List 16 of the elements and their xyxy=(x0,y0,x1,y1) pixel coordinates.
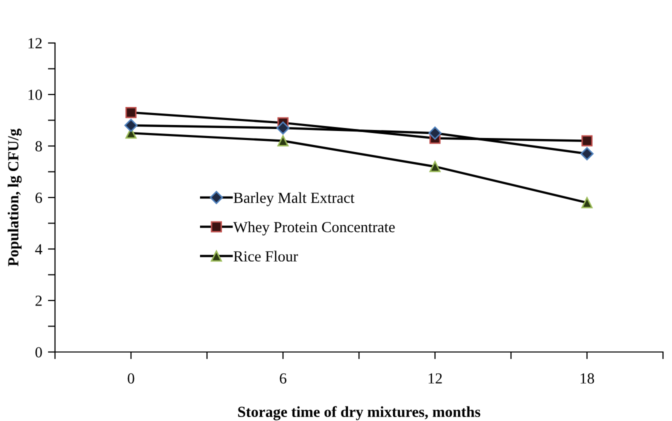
x-axis-title: Storage time of dry mixtures, months xyxy=(238,406,480,420)
y-tick-label: 2 xyxy=(36,296,42,306)
y-tick-label: 12 xyxy=(28,38,42,48)
y-tick-label: 0 xyxy=(35,347,42,358)
x-tick-label: 18 xyxy=(580,373,594,384)
x-tick-label: 12 xyxy=(428,373,442,384)
x-tick-label: 6 xyxy=(280,373,286,384)
y-tick-label: 6 xyxy=(36,192,42,203)
legend-label: Rice Flour xyxy=(234,250,298,262)
y-tick-label: 4 xyxy=(35,244,42,254)
legend-label: Whey Protein Concentrate xyxy=(233,222,395,236)
y-tick-label: 8 xyxy=(35,141,42,152)
y-tick-label: 10 xyxy=(28,90,42,100)
y-axis-title: Population, lg CFU/g xyxy=(8,128,22,266)
x-tick-label: 0 xyxy=(128,373,134,384)
legend-label: Barley Malt Extract xyxy=(234,192,354,206)
